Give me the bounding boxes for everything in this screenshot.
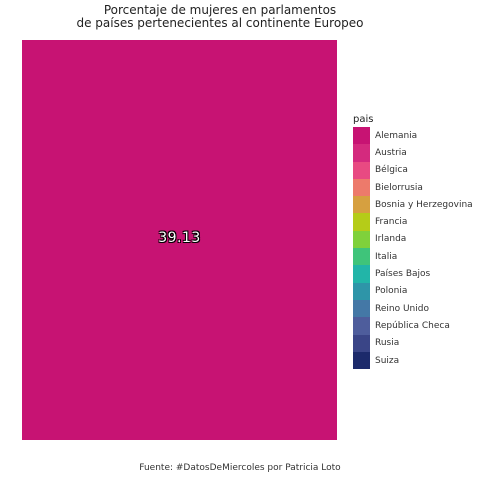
legend-label: Polonia [375, 286, 408, 297]
legend-label: República Checa [375, 320, 450, 331]
legend-item: Bosnia y Herzegovina [353, 196, 473, 214]
bar-value-label: 39.13 [158, 230, 201, 246]
legend-swatch [353, 265, 370, 283]
legend-swatch [353, 127, 370, 145]
legend-swatch [353, 317, 370, 335]
legend-swatch [353, 248, 370, 266]
legend-label: Reino Unido [375, 303, 429, 314]
legend-item: Francia [353, 213, 473, 231]
legend-item: Países Bajos [353, 265, 473, 283]
legend-label: Países Bajos [375, 269, 431, 280]
legend-swatch [353, 230, 370, 249]
legend-label: Italia [375, 251, 398, 262]
legend-label: Suiza [375, 355, 400, 366]
legend-label: Alemania [375, 130, 418, 141]
legend-item: Bielorrusia [353, 178, 473, 197]
legend-label: Bosnia y Herzegovina [375, 199, 473, 210]
legend-swatch [353, 351, 370, 370]
legend-item: Italia [353, 248, 473, 266]
legend-item: Rusia [353, 334, 473, 352]
legend-swatch [353, 161, 370, 179]
legend-item: Irlanda [353, 230, 473, 249]
chart-title-line-1: Porcentaje de mujeres en parlamentos [103, 3, 337, 17]
legend-label: Francia [375, 217, 408, 228]
legend-label: Bélgica [375, 165, 408, 176]
legend-title: pais [353, 114, 374, 125]
legend-label: Bielorrusia [375, 182, 423, 193]
legend-item: Suiza [353, 351, 473, 370]
legend-swatch [353, 144, 370, 162]
legend-item: Alemania [353, 127, 473, 145]
legend-items: Alemania Austria Bélgica Bielorrusia Bosnia … [353, 127, 473, 370]
legend-swatch [353, 178, 370, 197]
legend-swatch [353, 196, 370, 214]
legend-item: Polonia [353, 282, 473, 300]
chart-caption: Fuente: #DatosDeMiercoles por Patricia L… [139, 463, 341, 473]
legend-swatch [353, 213, 370, 231]
legend-item: República Checa [353, 317, 473, 335]
legend-label: Rusia [375, 338, 400, 349]
chart-title: Porcentaje de mujeres en parlamentos de … [0, 4, 480, 30]
legend-item: Bélgica [353, 161, 473, 179]
legend: pais Alemania Austria Bélgica Bielorrusia Bo… [353, 114, 473, 370]
legend-item: Austria [353, 144, 473, 162]
legend-label: Irlanda [375, 234, 407, 245]
legend-item: Reino Unido [353, 299, 473, 318]
legend-swatch [353, 282, 370, 300]
legend-label: Austria [375, 147, 407, 158]
chart-title-line-2: de países pertenecientes al continente E… [76, 16, 364, 30]
legend-swatch [353, 299, 370, 318]
legend-swatch [353, 334, 370, 352]
bar-alemania: 39.13 [22, 40, 337, 440]
